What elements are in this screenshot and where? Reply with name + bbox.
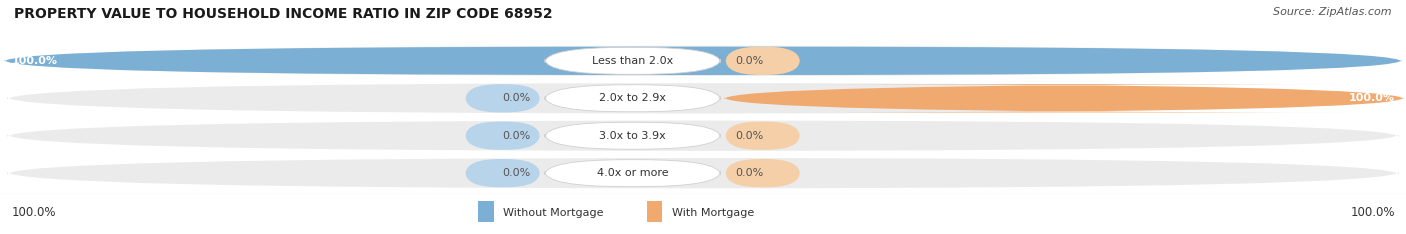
Text: 4.0x or more: 4.0x or more [598, 168, 668, 178]
FancyBboxPatch shape [7, 158, 1399, 188]
Text: With Mortgage: With Mortgage [672, 208, 754, 218]
FancyBboxPatch shape [546, 85, 720, 112]
Text: Source: ZipAtlas.com: Source: ZipAtlas.com [1274, 7, 1392, 17]
FancyBboxPatch shape [546, 122, 720, 149]
Text: Without Mortgage: Without Mortgage [503, 208, 603, 218]
FancyBboxPatch shape [725, 159, 800, 187]
Text: 100.0%: 100.0% [11, 206, 56, 219]
FancyBboxPatch shape [478, 201, 494, 222]
Text: PROPERTY VALUE TO HOUSEHOLD INCOME RATIO IN ZIP CODE 68952: PROPERTY VALUE TO HOUSEHOLD INCOME RATIO… [14, 7, 553, 21]
Text: 0.0%: 0.0% [735, 56, 763, 66]
FancyBboxPatch shape [4, 47, 1402, 75]
FancyBboxPatch shape [7, 46, 1399, 76]
FancyBboxPatch shape [465, 84, 540, 112]
FancyBboxPatch shape [546, 160, 720, 187]
Text: 0.0%: 0.0% [502, 93, 530, 103]
Text: 100.0%: 100.0% [1350, 206, 1395, 219]
Text: 0.0%: 0.0% [502, 168, 530, 178]
FancyBboxPatch shape [7, 83, 1399, 113]
FancyBboxPatch shape [725, 47, 800, 75]
FancyBboxPatch shape [724, 84, 1405, 112]
FancyBboxPatch shape [725, 122, 800, 150]
FancyBboxPatch shape [465, 159, 540, 187]
Text: 3.0x to 3.9x: 3.0x to 3.9x [599, 131, 666, 141]
FancyBboxPatch shape [647, 201, 662, 222]
Text: 0.0%: 0.0% [735, 131, 763, 141]
Text: 100.0%: 100.0% [1348, 93, 1395, 103]
Text: 0.0%: 0.0% [735, 168, 763, 178]
Text: Less than 2.0x: Less than 2.0x [592, 56, 673, 66]
FancyBboxPatch shape [546, 47, 720, 74]
FancyBboxPatch shape [7, 121, 1399, 151]
Text: 0.0%: 0.0% [502, 131, 530, 141]
Text: 2.0x to 2.9x: 2.0x to 2.9x [599, 93, 666, 103]
FancyBboxPatch shape [465, 122, 540, 150]
Text: 100.0%: 100.0% [11, 56, 58, 66]
